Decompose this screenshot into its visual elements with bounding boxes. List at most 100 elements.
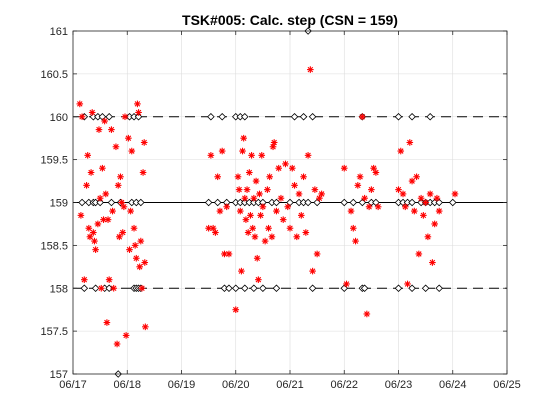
asterisk-point xyxy=(262,238,269,245)
asterisk-point xyxy=(214,173,221,180)
asterisk-point xyxy=(318,191,325,198)
asterisk-point xyxy=(139,285,146,292)
asterisk-point xyxy=(237,208,244,215)
asterisk-point xyxy=(289,165,296,172)
asterisk-point xyxy=(115,182,122,189)
x-tick-label: 06/25 xyxy=(493,379,521,391)
asterisk-point xyxy=(219,148,226,155)
asterisk-point xyxy=(348,208,355,215)
asterisk-point xyxy=(303,229,310,236)
asterisk-point xyxy=(282,161,289,168)
asterisk-point xyxy=(122,113,129,120)
asterisk-point xyxy=(429,259,436,266)
asterisk-point xyxy=(119,229,126,236)
y-tick-label: 157.5 xyxy=(40,326,68,338)
asterisk-point xyxy=(314,251,321,258)
asterisk-point xyxy=(375,203,382,210)
asterisk-point xyxy=(223,203,230,210)
asterisk-point xyxy=(402,203,409,210)
asterisk-point xyxy=(258,152,265,159)
asterisk-point xyxy=(131,225,138,232)
asterisk-point xyxy=(296,191,303,198)
asterisk-point xyxy=(248,152,255,159)
asterisk-point xyxy=(350,225,357,232)
asterisk-point xyxy=(309,268,316,275)
asterisk-point xyxy=(420,212,427,219)
asterisk-point xyxy=(246,169,253,176)
asterisk-point xyxy=(101,118,108,125)
asterisk-point xyxy=(241,195,248,202)
x-tick-label: 06/19 xyxy=(168,379,196,391)
asterisk-point xyxy=(413,173,420,180)
asterisk-point xyxy=(287,225,294,232)
asterisk-point xyxy=(217,208,224,215)
asterisk-point xyxy=(247,212,254,219)
asterisk-point xyxy=(425,234,432,241)
asterisk-point xyxy=(138,238,145,245)
asterisk-point xyxy=(226,251,233,258)
asterisk-point xyxy=(257,212,264,219)
asterisk-point xyxy=(298,212,305,219)
asterisk-point xyxy=(123,332,130,339)
asterisk-point xyxy=(352,238,359,245)
asterisk-point xyxy=(265,225,272,232)
asterisk-point xyxy=(253,178,260,185)
asterisk-point xyxy=(127,208,134,215)
asterisk-point xyxy=(400,191,407,198)
asterisk-point xyxy=(232,306,239,313)
asterisk-point xyxy=(141,139,148,146)
asterisk-point xyxy=(84,152,91,159)
asterisk-point xyxy=(397,148,404,155)
asterisk-point xyxy=(359,113,366,120)
x-tick-label: 06/23 xyxy=(385,379,413,391)
asterisk-point xyxy=(341,165,348,172)
asterisk-point xyxy=(269,234,276,241)
asterisk-point xyxy=(110,285,117,292)
asterisk-point xyxy=(270,143,277,150)
asterisk-point xyxy=(133,255,140,262)
asterisk-point xyxy=(113,143,120,150)
asterisk-point xyxy=(256,191,263,198)
asterisk-point xyxy=(126,246,133,253)
x-tick-label: 06/20 xyxy=(222,379,250,391)
asterisk-point xyxy=(244,186,251,193)
asterisk-point xyxy=(88,169,95,176)
asterisk-point xyxy=(117,173,124,180)
asterisk-point xyxy=(343,281,350,288)
asterisk-point xyxy=(98,285,105,292)
asterisk-point xyxy=(142,324,149,331)
asterisk-point xyxy=(273,208,280,215)
asterisk-point xyxy=(140,169,147,176)
asterisk-point xyxy=(266,173,273,180)
asterisk-point xyxy=(104,319,111,326)
asterisk-point xyxy=(109,208,116,215)
asterisk-point xyxy=(251,195,258,202)
asterisk-point xyxy=(278,195,285,202)
asterisk-point xyxy=(114,341,121,348)
asterisk-point xyxy=(436,208,443,215)
asterisk-point xyxy=(404,281,411,288)
asterisk-point xyxy=(249,225,256,232)
x-tick-label: 06/24 xyxy=(439,379,467,391)
asterisk-point xyxy=(106,276,113,283)
asterisk-point xyxy=(312,186,319,193)
asterisk-point xyxy=(361,195,368,202)
asterisk-point xyxy=(293,234,300,241)
asterisk-point xyxy=(90,229,97,236)
asterisk-point xyxy=(373,169,380,176)
asterisk-point xyxy=(95,221,102,228)
asterisk-point xyxy=(355,182,362,189)
asterisk-point xyxy=(102,191,109,198)
asterisk-point xyxy=(427,191,434,198)
asterisk-point xyxy=(79,113,86,120)
asterisk-point xyxy=(254,255,261,262)
asterisk-point xyxy=(366,203,373,210)
x-tick-label: 06/18 xyxy=(113,379,141,391)
asterisk-point xyxy=(271,139,278,146)
asterisk-point xyxy=(108,126,115,133)
x-tick-label: 06/21 xyxy=(276,379,304,391)
asterisk-point xyxy=(76,101,83,108)
asterisk-point xyxy=(135,109,142,116)
y-tick-label: 158 xyxy=(50,283,68,295)
asterisk-point xyxy=(411,208,418,215)
